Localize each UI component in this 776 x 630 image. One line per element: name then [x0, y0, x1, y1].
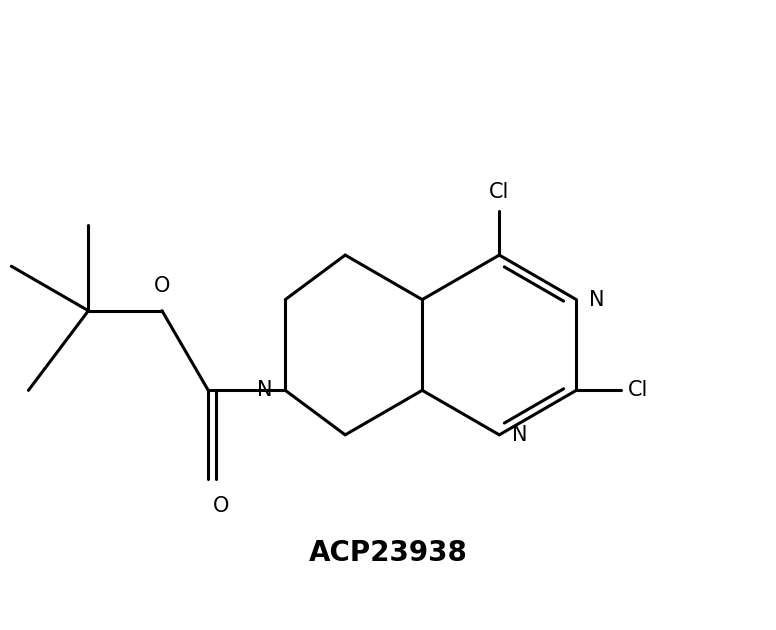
Text: O: O [213, 496, 229, 517]
Text: N: N [257, 381, 272, 400]
Text: Cl: Cl [489, 182, 510, 202]
Text: N: N [589, 290, 605, 309]
Text: Cl: Cl [628, 381, 648, 400]
Text: ACP23938: ACP23938 [309, 539, 467, 567]
Text: N: N [512, 425, 528, 445]
Text: O: O [154, 276, 170, 296]
